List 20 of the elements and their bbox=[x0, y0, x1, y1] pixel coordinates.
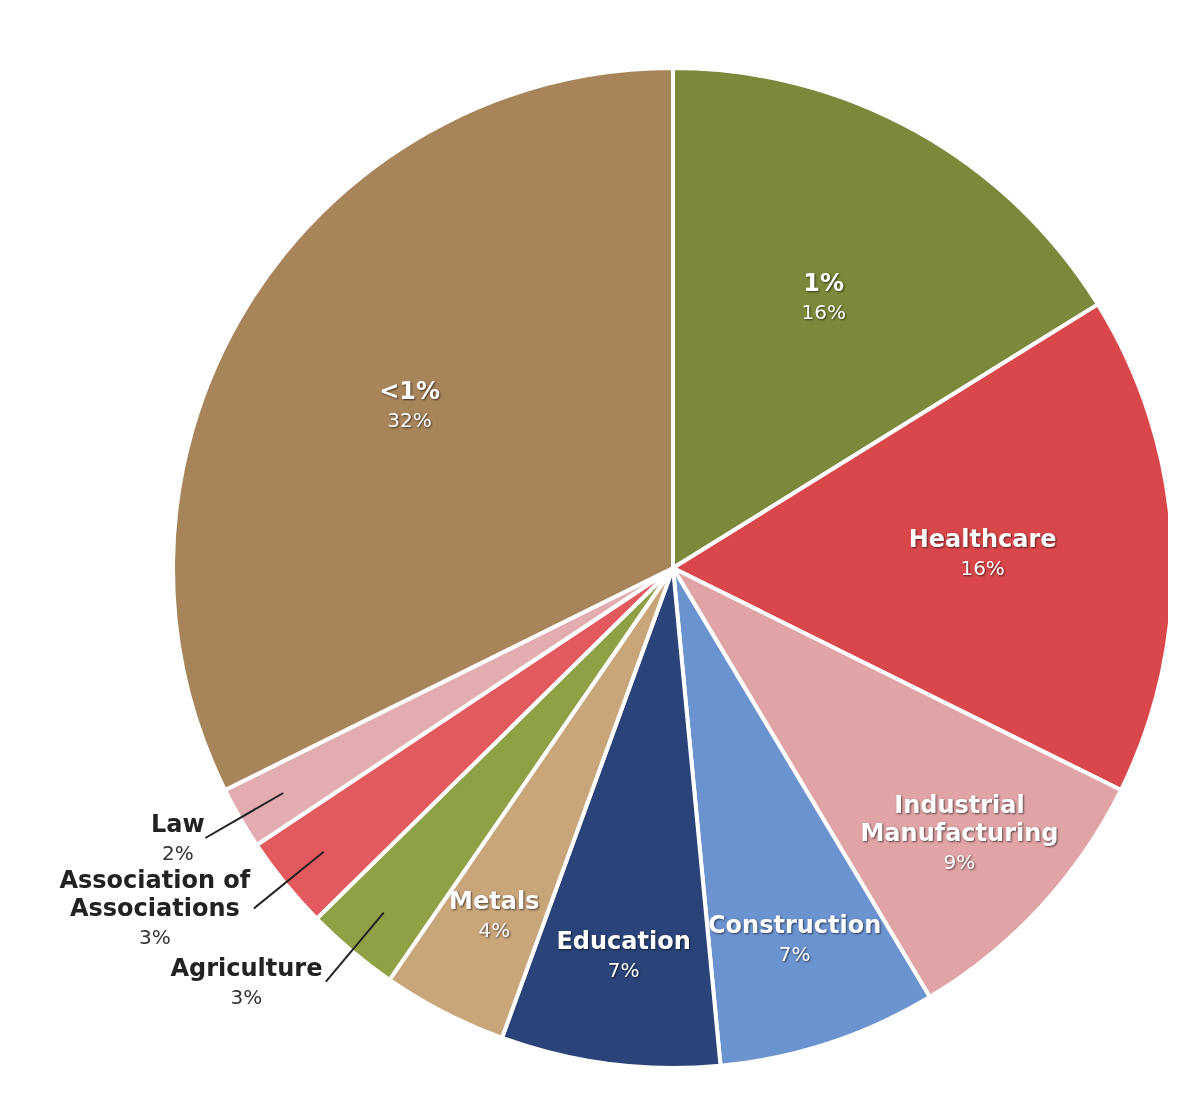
slice-label: Construction bbox=[708, 910, 882, 939]
slice-label: <1% bbox=[379, 376, 441, 405]
slice-label: Education bbox=[556, 926, 691, 955]
data-label: 7% bbox=[778, 941, 811, 966]
data-label: 2% bbox=[161, 841, 194, 865]
slice-label: Association of Associations bbox=[59, 866, 251, 923]
data-label: 9% bbox=[943, 849, 976, 874]
slice-label: Healthcare bbox=[908, 525, 1057, 554]
data-label: 4% bbox=[478, 917, 511, 942]
slice-label: Metals bbox=[449, 886, 540, 915]
data-label: 3% bbox=[139, 925, 171, 950]
data-label: 3% bbox=[230, 984, 263, 1009]
data-label: 32% bbox=[387, 407, 432, 432]
slice-label: Industrial Manufacturing bbox=[860, 790, 1059, 847]
data-label: 16% bbox=[960, 556, 1005, 581]
data-label: 16% bbox=[801, 300, 846, 325]
slice-label: Agriculture bbox=[170, 953, 323, 982]
slice-label: 1% bbox=[803, 269, 845, 298]
data-label: 7% bbox=[607, 957, 640, 982]
slice-label: Law bbox=[151, 810, 205, 838]
